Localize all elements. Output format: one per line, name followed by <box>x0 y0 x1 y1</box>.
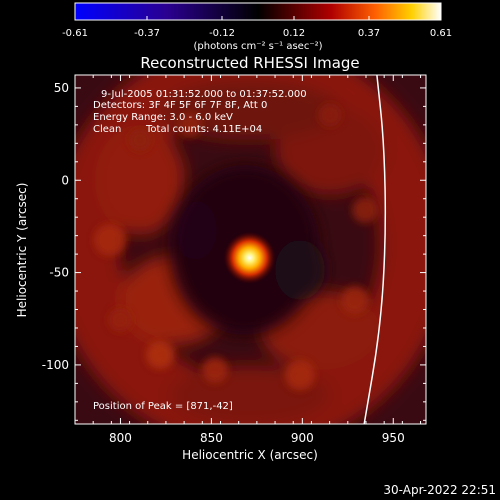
x-tick-label: 950 <box>382 431 405 445</box>
x-tick-label: 850 <box>200 431 223 445</box>
y-axis-label: Heliocentric Y (arcsec) <box>15 183 29 318</box>
axis-ticks: 800 850 900 950 50 0 -50 -100 <box>42 75 426 445</box>
emission-peak <box>223 231 276 284</box>
solar-limb <box>363 75 387 424</box>
x-tick-label: 900 <box>291 431 314 445</box>
info-block: 9-Jul-2005 01:31:52.000 to 01:37:52.000 … <box>93 89 307 412</box>
method-text: Clean <box>93 124 121 135</box>
y-tick-label: -100 <box>42 358 69 372</box>
colorbar-tick-label: 0.12 <box>283 28 305 39</box>
heatmap-image <box>75 75 426 424</box>
x-axis-label: Heliocentric X (arcsec) <box>182 448 318 462</box>
colorbar-gradient <box>74 2 442 21</box>
time-range-text: 9-Jul-2005 01:31:52.000 to 01:37:52.000 <box>101 89 307 100</box>
y-tick-label: 50 <box>54 81 69 95</box>
colorbar: -0.61 -0.37 -0.12 0.12 0.37 0.61 (photons cm⁻… <box>62 2 452 52</box>
y-tick-label: -50 <box>49 266 69 280</box>
colorbar-tick-label: 0.61 <box>430 28 452 39</box>
energy-range-text: Energy Range: 3.0 - 6.0 keV <box>93 112 233 123</box>
detectors-text: Detectors: 3F 4F 5F 6F 7F 8F, Att 0 <box>93 100 267 111</box>
plot-frame <box>74 74 427 425</box>
colorbar-unit-label: (photons cm⁻² s⁻¹ asec⁻²) <box>193 41 322 52</box>
total-counts-text: Total counts: 4.11E+04 <box>145 124 262 135</box>
colorbar-tick-label: -0.37 <box>134 28 160 39</box>
timestamp: 30-Apr-2022 22:51 <box>383 483 496 497</box>
peak-position-text: Position of Peak = [871,-42] <box>93 401 233 412</box>
colorbar-tick-label: -0.61 <box>62 28 88 39</box>
x-tick-label: 800 <box>109 431 132 445</box>
colorbar-tick-label: -0.12 <box>209 28 235 39</box>
y-tick-label: 0 <box>61 173 69 187</box>
colorbar-tick-label: 0.37 <box>358 28 380 39</box>
chart-title: Reconstructed RHESSI Image <box>140 54 359 72</box>
